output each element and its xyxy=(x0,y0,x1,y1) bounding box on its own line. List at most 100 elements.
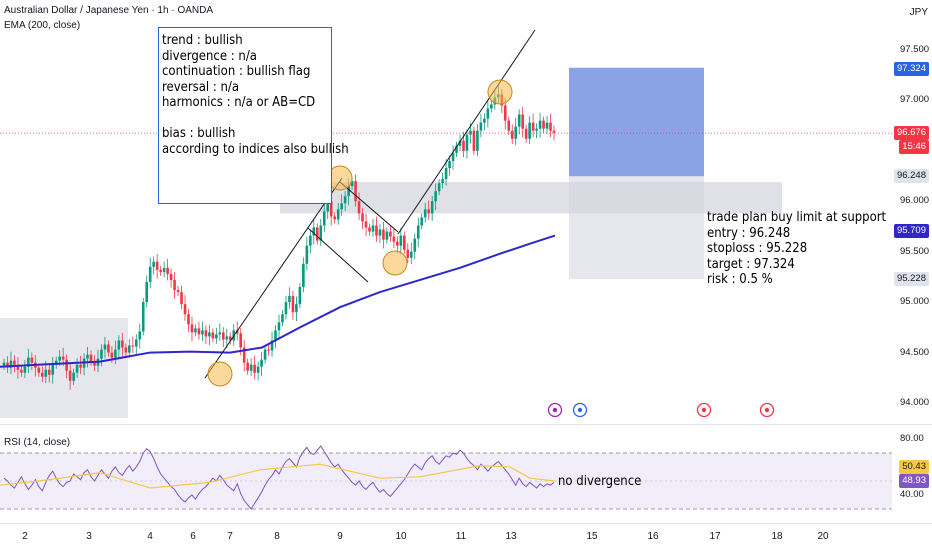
candle-body xyxy=(329,201,333,217)
candle-body xyxy=(399,235,403,246)
candle-body xyxy=(371,225,375,232)
analysis-line: divergence : n/a xyxy=(162,48,257,64)
rsi-legend: RSI (14, close) xyxy=(4,437,71,448)
candle-body xyxy=(375,225,378,236)
analysis-note-box[interactable]: trend : bullish divergence : n/a continuat… xyxy=(158,27,349,204)
price-label: 96.676 xyxy=(893,126,929,140)
candle-body xyxy=(326,201,330,212)
candle-body xyxy=(6,362,9,368)
time-tick-label: 16 xyxy=(647,531,659,542)
analysis-line: according to indices also bullish xyxy=(162,141,349,157)
trend-line-1 xyxy=(204,177,343,379)
candle-body xyxy=(204,330,208,337)
candle-body xyxy=(47,369,51,375)
analysis-line: reversal : n/a xyxy=(162,79,240,95)
price-label: 95.709 xyxy=(893,224,929,238)
analysis-line: bias : bullish xyxy=(162,126,236,141)
analysis-line: trend : bullish xyxy=(162,33,243,48)
candle-body xyxy=(23,366,27,373)
analysis-line xyxy=(159,111,331,127)
candle-body xyxy=(409,251,413,258)
ema-200-line xyxy=(0,234,556,368)
candle-body xyxy=(222,332,225,340)
candle-body xyxy=(187,314,190,325)
candle-body xyxy=(235,330,239,334)
currency-label[interactable]: JPY xyxy=(909,7,928,18)
candle-body xyxy=(302,263,305,288)
candle-body xyxy=(141,302,145,332)
price-label: 96.248 xyxy=(893,169,929,183)
time-tick-label: 10 xyxy=(395,531,407,542)
candle-body xyxy=(114,349,117,358)
candle-body xyxy=(462,140,465,151)
analysis-line: harmonics : n/a or AB=CD xyxy=(162,95,316,110)
candle-body xyxy=(173,279,176,291)
price-tick-label: 97.500 xyxy=(900,44,930,55)
candle-body xyxy=(75,364,79,373)
candle-body xyxy=(472,130,476,151)
candle-body xyxy=(20,369,23,373)
candle-body xyxy=(86,354,89,359)
price-label: 15:46 xyxy=(899,140,929,154)
time-tick-label: 11 xyxy=(455,531,467,542)
candle-body xyxy=(322,211,326,226)
candle-body xyxy=(288,296,291,303)
time-tick-label: 15 xyxy=(586,531,598,542)
candle-body xyxy=(364,221,368,228)
candle-body xyxy=(148,266,152,282)
candle-body xyxy=(65,359,68,371)
candle-body xyxy=(427,209,430,214)
candle-body xyxy=(483,118,486,123)
candle-body xyxy=(30,357,34,363)
event-icon-dot xyxy=(701,407,707,413)
candle-body xyxy=(476,130,479,151)
candle-body xyxy=(444,168,448,180)
candle-body xyxy=(312,227,316,236)
candle-body xyxy=(16,364,20,370)
candle-body xyxy=(155,261,159,270)
candle-body xyxy=(524,128,528,139)
stop-zone xyxy=(569,176,704,280)
candle-body xyxy=(166,267,169,274)
candles xyxy=(2,85,556,390)
ema-legend: EMA (200, close) xyxy=(4,20,81,31)
price-tick-label: 94.500 xyxy=(900,346,930,358)
candle-body xyxy=(44,369,48,377)
candle-body xyxy=(201,330,204,335)
candle-body xyxy=(333,216,336,220)
rsi-value-label: 50.43 xyxy=(899,460,929,474)
candle-body xyxy=(93,361,96,366)
candle-body xyxy=(121,340,124,348)
candle-body xyxy=(281,314,284,323)
candle-body xyxy=(514,126,518,139)
time-tick-label: 18 xyxy=(771,531,783,542)
candle-body xyxy=(535,128,538,131)
candle-body xyxy=(37,367,41,373)
candle-body xyxy=(507,120,511,131)
price-tick-label: 97.000 xyxy=(900,94,930,106)
time-tick-label: 7 xyxy=(227,531,233,542)
time-tick-label: 6 xyxy=(190,531,196,542)
candle-body xyxy=(68,370,72,381)
price-tick-label: 95.000 xyxy=(900,296,930,308)
pivot-circle xyxy=(207,361,233,387)
candle-body xyxy=(54,360,58,365)
candle-body xyxy=(434,191,437,202)
trade-plan-note[interactable]: trade plan buy limit at support entry : 9… xyxy=(707,210,886,288)
candle-body xyxy=(145,281,149,303)
candle-body xyxy=(291,296,295,313)
candle-body xyxy=(350,181,354,187)
candle-body xyxy=(385,231,389,240)
time-tick-label: 4 xyxy=(147,531,153,542)
time-tick-label: 8 xyxy=(274,531,280,542)
candle-body xyxy=(336,209,340,220)
candle-body xyxy=(9,360,13,368)
plan-line: entry : 96.248 xyxy=(707,225,791,241)
rsi-tick-label: 40.00 xyxy=(900,489,924,500)
candle-body xyxy=(396,241,399,246)
plan-line: stoploss : 95.228 xyxy=(707,241,808,256)
candle-body xyxy=(183,304,187,315)
candle-body xyxy=(13,360,16,365)
